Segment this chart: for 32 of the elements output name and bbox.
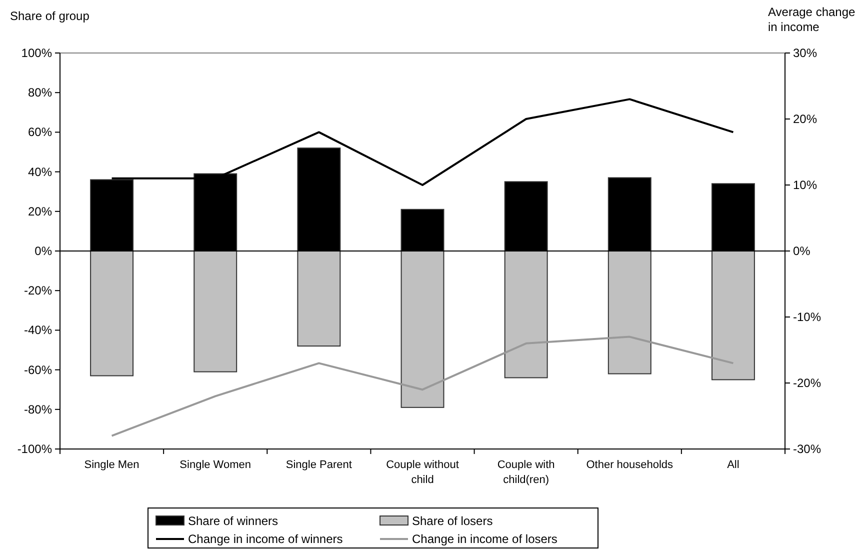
y-tick-label: 100% xyxy=(21,46,52,60)
y2-tick-label: -30% xyxy=(793,442,822,456)
y-tick-label: -60% xyxy=(24,362,52,377)
y2-tick-label: 30% xyxy=(793,46,818,60)
y2-tick-label: -20% xyxy=(793,376,822,390)
y-tick-label: -80% xyxy=(24,402,52,416)
x-tick-label: Couple with child(ren) xyxy=(497,459,555,486)
x-tick-label: Other households xyxy=(586,459,674,471)
y2-tick-label: 10% xyxy=(793,178,818,192)
line-series xyxy=(110,336,734,437)
y2-axis-title: Average change in income xyxy=(768,5,856,34)
y2-tick-label: 0% xyxy=(793,244,811,258)
y-tick-label: 80% xyxy=(28,86,52,100)
legend-label: Share of winners xyxy=(188,514,278,528)
legend-label: Change in income of losers xyxy=(412,532,558,546)
y-tick-label: 60% xyxy=(28,125,52,140)
y-tick-label: -20% xyxy=(24,284,52,298)
x-tick-label: Couple without child xyxy=(386,459,459,486)
y-axis-title: Share of group xyxy=(10,9,90,23)
y-tick-label: -40% xyxy=(24,323,52,338)
y-tick-label: 40% xyxy=(28,164,52,179)
y-tick-label: 20% xyxy=(28,204,52,218)
legend-label: Change in income of winners xyxy=(188,532,343,546)
y2-tick-label: 20% xyxy=(793,112,818,126)
x-tick-label: Single Men xyxy=(84,459,140,471)
x-tick-label: All xyxy=(727,459,740,471)
x-tick-label: Single Women xyxy=(180,459,252,471)
legend-label: Share of losers xyxy=(412,514,493,528)
y2-tick-label: -10% xyxy=(793,310,822,324)
x-tick-label: Single Parent xyxy=(286,459,352,471)
y-tick-label: 0% xyxy=(34,244,52,258)
y-tick-label: -100% xyxy=(17,442,52,456)
